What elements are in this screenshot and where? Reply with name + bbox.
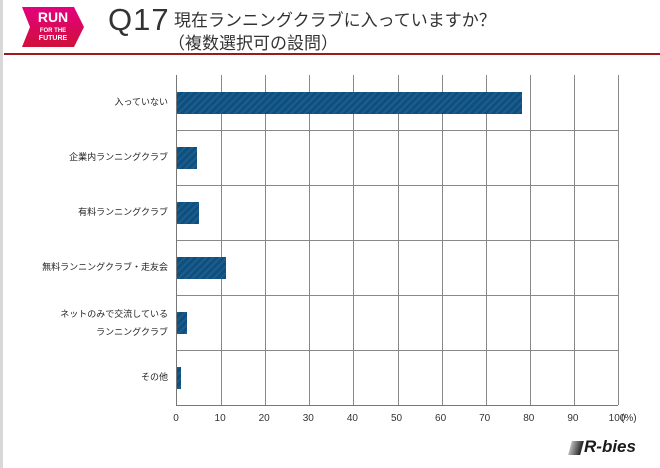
bar [177,311,188,334]
x-tick-label: 90 [567,413,579,424]
svg-text:FUTURE: FUTURE [39,35,68,42]
x-tick-label: 20 [258,413,270,424]
horizontal-gridline [177,185,618,186]
x-tick-label: 30 [302,413,314,424]
x-tick-label: 80 [523,413,535,424]
horizontal-gridline [177,240,618,241]
category-label-group: 企業内ランニングクラブ [69,150,168,166]
vertical-gridline [618,75,619,405]
category-label-group: 無料ランニングクラブ・走友会 [42,260,168,276]
header-divider [4,53,660,55]
bar [177,201,200,224]
x-tick-label: 10 [214,413,226,424]
category-label: 入っていない [114,97,168,108]
page-edge [0,0,3,468]
run-for-the-future-logo: RUN FOR THE FUTURE [22,7,84,47]
category-label: ランニングクラブ [96,327,168,338]
category-label-group: ネットのみで交流しているランニングクラブ [60,306,168,342]
bar [177,366,181,389]
category-label: その他 [140,372,168,383]
svg-text:FOR THE: FOR THE [40,28,66,34]
category-label-group: 有料ランニングクラブ [78,205,168,221]
category-label-group: その他 [141,370,168,386]
question-title: 現在ランニングクラブに入っていますか？ [174,11,496,31]
bar [177,91,522,114]
x-tick-label: 100 [608,413,626,424]
horizontal-gridline [177,130,618,131]
bar-chart-plot-area [176,75,619,406]
x-tick-label: 60 [435,413,447,424]
question-number: Q17 [108,2,170,37]
question-subtitle: （複数選択可の設問） [168,34,338,54]
x-tick-label: 0 [173,413,179,424]
category-label: 企業内ランニングクラブ [69,152,168,163]
brand-text: R-bies [584,437,636,456]
x-tick-label: 50 [390,413,403,424]
horizontal-gridline [177,295,618,296]
horizontal-gridline [177,350,618,351]
bar [177,256,226,279]
svg-text:RUN: RUN [38,9,68,25]
category-label: 有料ランニングクラブ [78,207,168,218]
bar [177,146,197,169]
x-axis-unit: (%) [621,413,637,424]
r-bies-brand: R-bies [568,437,636,457]
x-tick-label: 40 [346,413,358,424]
category-label: ネットのみで交流している [60,309,168,320]
category-label: 無料ランニングクラブ・走友会 [42,262,168,273]
category-label-group: 入っていない [114,95,168,111]
x-tick-label: 70 [479,413,491,424]
